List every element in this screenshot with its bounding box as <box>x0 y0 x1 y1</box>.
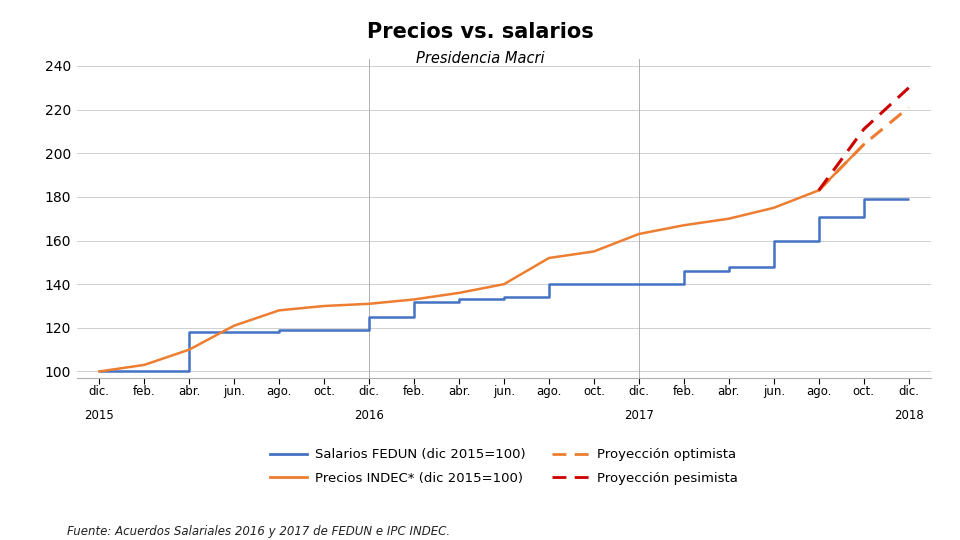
Text: Presidencia Macri: Presidencia Macri <box>416 51 544 66</box>
Legend: Salarios FEDUN (dic 2015=100), Precios INDEC* (dic 2015=100), Proyección optimis: Salarios FEDUN (dic 2015=100), Precios I… <box>270 448 738 485</box>
Text: 2018: 2018 <box>894 409 924 422</box>
Text: Precios vs. salarios: Precios vs. salarios <box>367 22 593 42</box>
Text: Fuente: Acuerdos Salariales 2016 y 2017 de FEDUN e IPC INDEC.: Fuente: Acuerdos Salariales 2016 y 2017 … <box>67 524 450 538</box>
Text: 2015: 2015 <box>84 409 114 422</box>
Text: 2017: 2017 <box>624 409 654 422</box>
Text: 2016: 2016 <box>354 409 384 422</box>
